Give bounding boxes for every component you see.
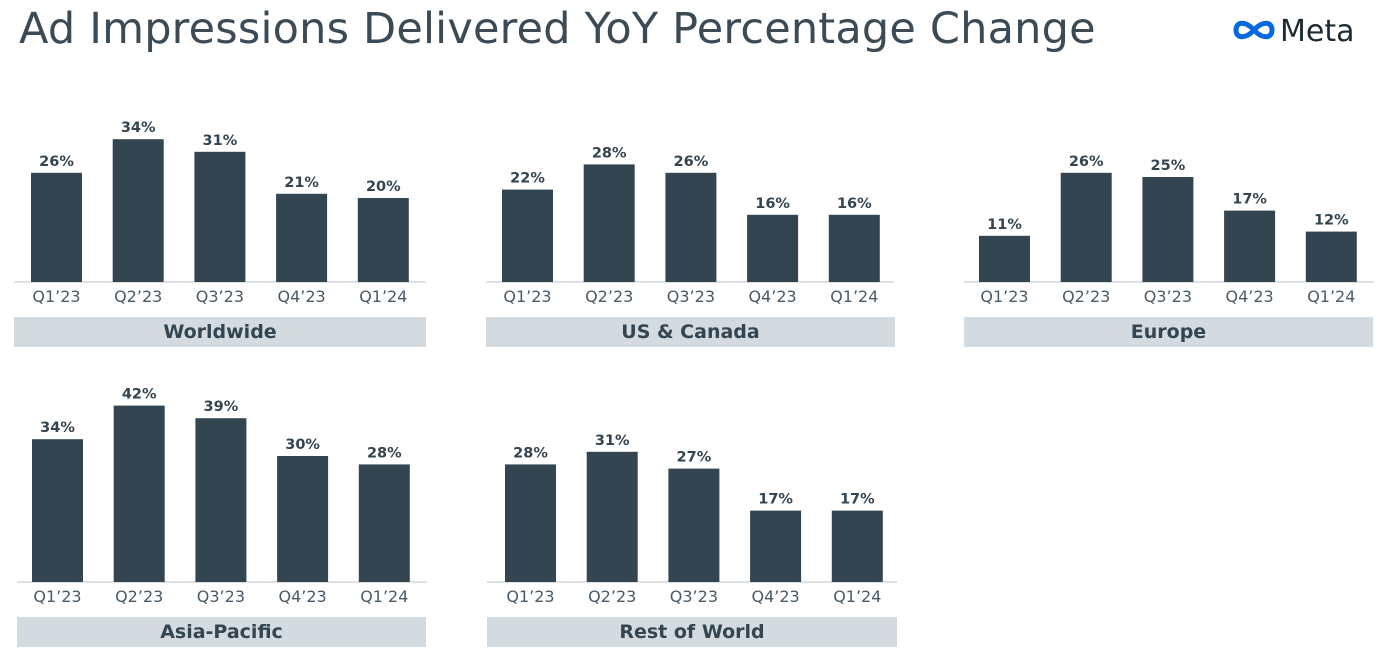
region-label-us-canada: US & Canada xyxy=(486,317,895,347)
bar-rest-of-world-3 xyxy=(668,468,720,582)
meta-logo-text: Meta xyxy=(1280,14,1355,49)
data-label-rest-of-world-1: 28% xyxy=(513,445,548,461)
bar-us-canada-2 xyxy=(583,164,635,282)
data-label-asia-pacific-2: 42% xyxy=(122,387,157,403)
data-label-rest-of-world-3: 27% xyxy=(677,450,712,466)
meta-infinity-icon xyxy=(1233,20,1275,40)
data-label-us-canada-1: 22% xyxy=(510,171,545,187)
bar-worldwide-5 xyxy=(357,198,409,282)
bar-europe-1 xyxy=(979,235,1030,282)
bar-us-canada-5 xyxy=(828,214,880,282)
bar-worldwide-3 xyxy=(194,151,246,282)
bar-europe-3 xyxy=(1142,177,1194,282)
tick-label-asia-pacific-1: Q1’23 xyxy=(33,587,81,606)
bar-asia-pacific-5 xyxy=(358,464,410,582)
data-label-europe-2: 26% xyxy=(1069,154,1104,170)
bar-asia-pacific-4 xyxy=(277,456,329,582)
page-title: Ad Impressions Delivered YoY Percentage … xyxy=(19,4,1096,54)
meta-logo: Meta xyxy=(1232,14,1372,54)
bar-rest-of-world-2 xyxy=(586,451,638,582)
tick-label-us-canada-3: Q3’23 xyxy=(667,287,715,306)
chart-rest-of-world: 28% Q1’23 31% Q2’23 27% Q3’23 17% Q4’23 17% Q1’24 xyxy=(487,433,897,606)
tick-label-worldwide-2: Q2’23 xyxy=(114,287,162,306)
tick-label-asia-pacific-2: Q2’23 xyxy=(115,587,163,606)
data-label-europe-1: 11% xyxy=(987,217,1022,233)
bar-rest-of-world-5 xyxy=(831,510,883,582)
tick-label-us-canada-2: Q2’23 xyxy=(585,287,633,306)
chart-europe: 11% Q1’23 26% Q2’23 25% Q3’23 17% Q4’23 12% Q1’24 xyxy=(964,154,1374,306)
data-label-worldwide-5: 20% xyxy=(366,179,401,195)
data-label-asia-pacific-4: 30% xyxy=(285,437,320,453)
data-label-asia-pacific-5: 28% xyxy=(367,445,402,461)
tick-label-europe-5: Q1’24 xyxy=(1307,287,1355,306)
tick-label-rest-of-world-2: Q2’23 xyxy=(588,587,636,606)
chart-worldwide: 26% Q1’23 34% Q2’23 31% Q3’23 21% Q4’23 20% Q1’24 xyxy=(14,120,426,306)
bar-rest-of-world-1 xyxy=(505,464,556,582)
tick-label-europe-4: Q4’23 xyxy=(1225,287,1273,306)
bar-europe-5 xyxy=(1305,231,1357,282)
data-label-worldwide-2: 34% xyxy=(121,120,156,136)
bar-us-canada-4 xyxy=(747,214,799,282)
bar-asia-pacific-3 xyxy=(195,418,247,582)
bar-us-canada-3 xyxy=(665,172,717,282)
data-label-europe-4: 17% xyxy=(1232,192,1267,208)
bar-europe-4 xyxy=(1224,210,1276,282)
bar-worldwide-4 xyxy=(276,193,328,282)
bar-worldwide-1 xyxy=(31,172,82,282)
tick-label-us-canada-1: Q1’23 xyxy=(503,287,551,306)
tick-label-asia-pacific-4: Q4’23 xyxy=(278,587,326,606)
tick-label-worldwide-5: Q1’24 xyxy=(359,287,407,306)
tick-label-asia-pacific-5: Q1’24 xyxy=(360,587,408,606)
data-label-worldwide-3: 31% xyxy=(203,133,238,149)
data-label-europe-5: 12% xyxy=(1314,213,1349,229)
tick-label-rest-of-world-4: Q4’23 xyxy=(751,587,799,606)
bar-asia-pacific-2 xyxy=(113,405,165,582)
data-label-us-canada-4: 16% xyxy=(755,196,790,212)
tick-label-asia-pacific-3: Q3’23 xyxy=(197,587,245,606)
tick-label-europe-2: Q2’23 xyxy=(1062,287,1110,306)
data-label-rest-of-world-5: 17% xyxy=(840,492,875,508)
bar-asia-pacific-1 xyxy=(32,439,83,582)
tick-label-worldwide-1: Q1’23 xyxy=(32,287,80,306)
data-label-us-canada-2: 28% xyxy=(592,145,627,161)
tick-label-worldwide-4: Q4’23 xyxy=(277,287,325,306)
data-label-worldwide-1: 26% xyxy=(39,154,74,170)
chart-us-canada: 22% Q1’23 28% Q2’23 26% Q3’23 16% Q4’23 16% Q1’24 xyxy=(486,145,894,306)
tick-label-us-canada-5: Q1’24 xyxy=(830,287,878,306)
tick-label-rest-of-world-1: Q1’23 xyxy=(506,587,554,606)
data-label-rest-of-world-4: 17% xyxy=(758,492,793,508)
bar-us-canada-1 xyxy=(502,189,553,282)
data-label-asia-pacific-3: 39% xyxy=(204,399,239,415)
tick-label-rest-of-world-5: Q1’24 xyxy=(833,587,881,606)
tick-label-europe-3: Q3’23 xyxy=(1144,287,1192,306)
data-label-asia-pacific-1: 34% xyxy=(40,420,75,436)
bar-europe-2 xyxy=(1060,172,1112,282)
tick-label-worldwide-3: Q3’23 xyxy=(196,287,244,306)
data-label-worldwide-4: 21% xyxy=(284,175,319,191)
data-label-europe-3: 25% xyxy=(1151,158,1186,174)
bar-worldwide-2 xyxy=(112,139,164,282)
chart-asia-pacific: 34% Q1’23 42% Q2’23 39% Q3’23 30% Q4’23 28% Q1’24 xyxy=(17,387,427,606)
data-label-us-canada-5: 16% xyxy=(837,196,872,212)
data-label-rest-of-world-2: 31% xyxy=(595,433,630,449)
bar-rest-of-world-4 xyxy=(750,510,802,582)
region-label-rest-of-world: Rest of World xyxy=(487,617,897,647)
region-label-europe: Europe xyxy=(964,317,1373,347)
tick-label-rest-of-world-3: Q3’23 xyxy=(670,587,718,606)
region-label-asia-pacific: Asia-Pacific xyxy=(17,617,426,647)
data-label-us-canada-3: 26% xyxy=(674,154,709,170)
tick-label-us-canada-4: Q4’23 xyxy=(748,287,796,306)
region-label-worldwide: Worldwide xyxy=(14,317,426,347)
tick-label-europe-1: Q1’23 xyxy=(980,287,1028,306)
